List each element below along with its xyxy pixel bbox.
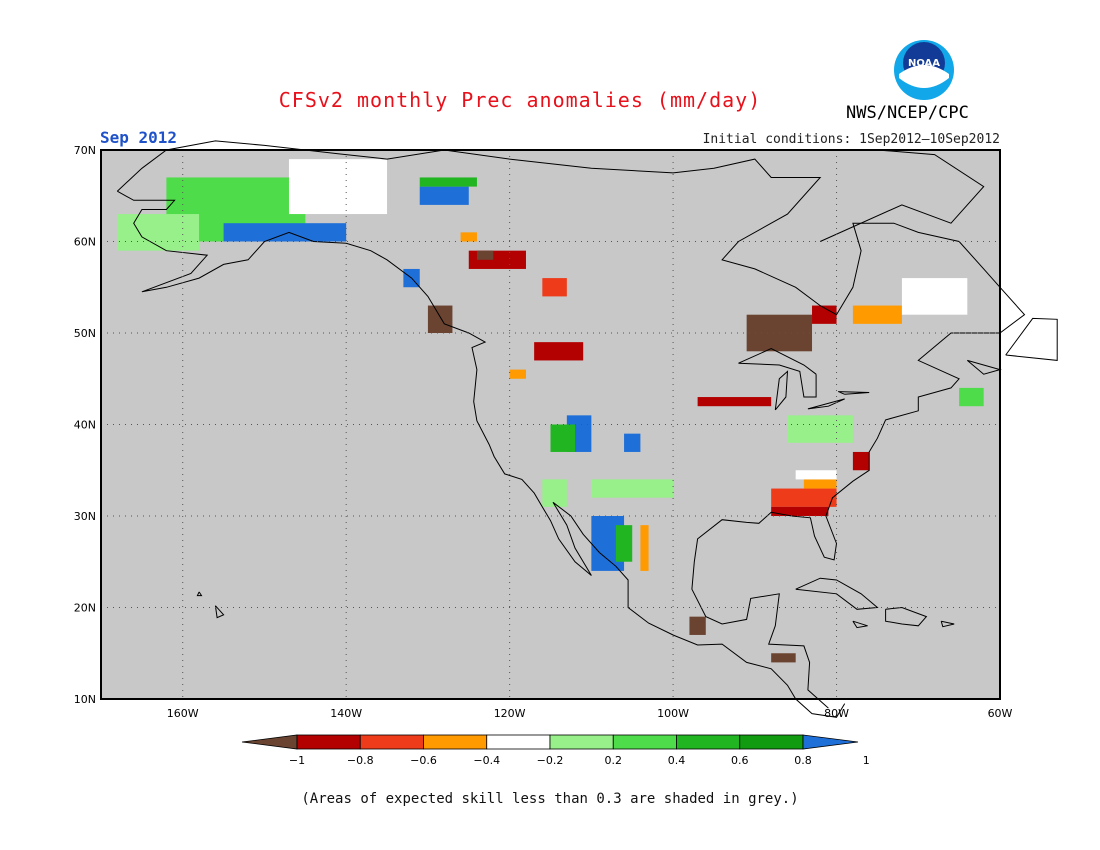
anomaly-cell (509, 369, 526, 379)
legend-swatch (241, 734, 298, 750)
anomaly-cell (852, 305, 902, 324)
legend-label: −0.8 (347, 754, 374, 767)
anomaly-cell (166, 177, 306, 242)
coastline (852, 620, 868, 629)
latitude-label: 40N (74, 419, 96, 432)
legend-swatch (612, 734, 677, 750)
anomaly-cell (419, 177, 477, 187)
coastline (940, 620, 955, 628)
legend-label: 0.2 (605, 754, 623, 767)
anomaly-cell (771, 506, 829, 516)
longitude-label: 80W (824, 707, 849, 720)
coastline (795, 577, 879, 610)
coastline (966, 359, 1002, 375)
coastline (819, 149, 985, 242)
anomaly-cell (746, 314, 813, 352)
coastline (1005, 317, 1058, 361)
initial-conditions: Initial conditions: 1Sep2012—10Sep2012 (702, 132, 1000, 147)
anomaly-cell (640, 525, 649, 571)
coastline (116, 140, 1026, 709)
anomaly-cell (689, 616, 706, 635)
map-title: CFSv2 monthly Prec anomalies (mm/day) (278, 88, 762, 112)
anomaly-cell (803, 479, 837, 489)
legend-swatch (359, 734, 424, 750)
anomaly-cell (117, 214, 200, 251)
footnote: (Areas of expected skill less than 0.3 a… (301, 791, 799, 807)
anomaly-cell (901, 278, 968, 315)
longitude-label: 60W (988, 707, 1013, 720)
legend-swatch (296, 734, 361, 750)
anomaly-cell (771, 653, 796, 663)
map-frame (100, 149, 1001, 700)
coastline (885, 606, 928, 627)
legend-label: 0.4 (668, 754, 686, 767)
legend-swatch (423, 734, 488, 750)
latitude-label: 30N (74, 510, 96, 523)
color-legend: −1 −0.8 −0.6 −0.4 −0.2 0.2 0.4 0.6 0.8 1 (241, 734, 870, 767)
anomaly-cell (460, 232, 477, 242)
anomaly-cell (787, 415, 853, 443)
anomaly-cell (624, 433, 641, 452)
coastline (552, 501, 846, 718)
legend-label: −0.4 (473, 754, 500, 767)
grid-lines (101, 150, 1000, 699)
latitude-label: 10N (74, 693, 96, 706)
anomaly-cell (615, 525, 633, 562)
latitude-label: 60N (74, 236, 96, 249)
anomaly-cell (427, 305, 453, 333)
legend-swatch (676, 734, 741, 750)
legend-label: 1 (863, 754, 870, 767)
longitude-label: 100W (657, 707, 689, 720)
coastline (214, 605, 225, 619)
anomaly-cell (542, 479, 567, 507)
anomaly-cell (566, 415, 592, 452)
legend-label: −0.2 (537, 754, 564, 767)
legend-swatch (802, 734, 859, 750)
anomaly-cell (550, 424, 576, 452)
anomaly-cell (795, 470, 837, 480)
anomaly-cell (223, 223, 347, 242)
logo-text: NOAA (908, 58, 940, 69)
coastlines (116, 140, 1058, 718)
coastline (738, 348, 817, 398)
latitude-label: 70N (74, 144, 96, 157)
longitude-label: 120W (494, 707, 526, 720)
anomaly-cell (852, 451, 870, 471)
legend-swatch (739, 734, 804, 750)
anomaly-cell (812, 305, 837, 324)
axis-labels: 70N 60N 50N 40N 30N 20N 10N 160W 140W 120W 100W 80W… (74, 144, 1013, 720)
anomaly-cell (771, 488, 837, 507)
anomaly-cell (697, 397, 772, 407)
longitude-label: 140W (330, 707, 362, 720)
anomaly-cells (117, 159, 984, 663)
legend-swatch (486, 734, 551, 750)
anomaly-cell (959, 387, 984, 407)
organization-label: NWS/NCEP/CPC (846, 103, 969, 123)
legend-label: −1 (289, 754, 305, 767)
anomaly-cell (419, 186, 469, 205)
anomaly-cell (476, 250, 494, 260)
coastline (117, 190, 592, 576)
legend-label: −0.6 (410, 754, 437, 767)
anomaly-cell (591, 479, 674, 498)
latitude-label: 50N (74, 327, 96, 340)
coastline (774, 370, 789, 411)
anomaly-cell (468, 250, 526, 269)
anomaly-cell (288, 159, 388, 215)
anomaly-cell (542, 278, 567, 297)
anomaly-cell (403, 268, 420, 288)
latitude-label: 20N (74, 602, 96, 615)
anomaly-cell (591, 516, 625, 571)
coastline (196, 591, 203, 597)
coastline (807, 398, 845, 410)
legend-label: 0.6 (731, 754, 749, 767)
map-background (100, 149, 1001, 700)
anomaly-cell (534, 342, 584, 361)
legend-label: 0.8 (794, 754, 812, 767)
longitude-label: 160W (167, 707, 199, 720)
forecast-period: Sep 2012 (100, 128, 178, 147)
legend-swatch (549, 734, 614, 750)
noaa-logo: NOAA (894, 40, 954, 100)
coastline (838, 391, 870, 395)
